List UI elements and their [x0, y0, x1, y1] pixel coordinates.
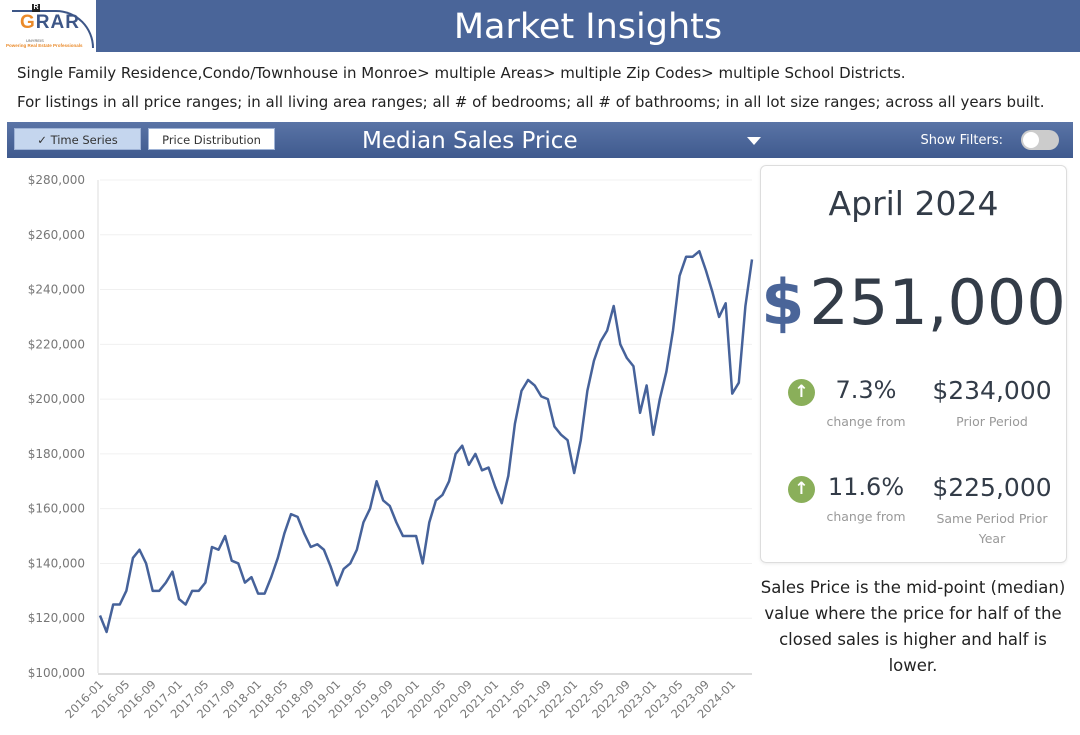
- prior-year-amount-label: Same Period Prior Year: [936, 511, 1048, 546]
- change-pct: 11.6%: [827, 473, 905, 501]
- prior-year-amount: $225,000: [932, 473, 1052, 502]
- prior-amount-label: Prior Period: [956, 414, 1028, 429]
- logo-sub: UNYREIS: [26, 38, 44, 43]
- price-distribution-button[interactable]: Price Distribution: [148, 128, 275, 150]
- measure-dropdown[interactable]: Median Sales Price: [362, 122, 767, 158]
- time-series-button[interactable]: ✓ Time Series: [14, 128, 141, 150]
- realtor-badge: R: [32, 4, 40, 12]
- y-tick-label: $240,000: [28, 283, 85, 297]
- arrow-up-icon: ↑: [788, 476, 815, 503]
- page-title: Market Insights: [96, 0, 1080, 52]
- summary-value: $ 251,000: [761, 266, 1066, 339]
- measure-selected: Median Sales Price: [362, 128, 578, 154]
- filter-summary-location: Single Family Residence,Condo/Townhouse …: [17, 64, 906, 82]
- y-tick-label: $280,000: [28, 173, 85, 187]
- arrow-up-icon: ↑: [788, 379, 815, 406]
- y-tick-label: $200,000: [28, 392, 85, 406]
- dollar-icon: $: [761, 266, 805, 339]
- show-filters-toggle[interactable]: [1021, 130, 1059, 150]
- y-tick-label: $260,000: [28, 228, 85, 242]
- toggle-knob: [1023, 132, 1039, 148]
- metric-description: Sales Price is the mid-point (median) va…: [760, 578, 1066, 675]
- y-tick-label: $220,000: [28, 337, 85, 351]
- y-tick-label: $180,000: [28, 447, 85, 461]
- prior-amount: $234,000: [932, 376, 1052, 405]
- summary-period: April 2024: [828, 184, 999, 223]
- change-label: change from: [826, 414, 906, 429]
- summary-card: April 2024 $ 251,000 ↑ 7.3% change from …: [760, 165, 1067, 563]
- filter-summary-criteria: For listings in all price ranges; in all…: [17, 93, 1045, 111]
- y-tick-label: $160,000: [28, 502, 85, 516]
- grar-logo: R GRAR UNYREIS Powering Real Estate Prof…: [2, 2, 95, 50]
- caret-down-icon: [747, 137, 761, 145]
- y-tick-label: $140,000: [28, 556, 85, 570]
- show-filters-label: Show Filters:: [920, 133, 1003, 148]
- logo-brand: GRAR: [20, 12, 80, 33]
- time-series-label: Time Series: [50, 133, 118, 147]
- median-price-line-chart: $100,000 $120,000 $140,000 $160,000 $180,000…: [28, 173, 754, 721]
- y-tick-label: $120,000: [28, 611, 85, 625]
- y-tick-label: $100,000: [28, 666, 85, 680]
- check-icon: ✓: [37, 133, 47, 147]
- toolbar: ✓ Time Series Price Distribution Median …: [7, 122, 1073, 158]
- logo-tagline: Powering Real Estate Professionals: [6, 43, 83, 48]
- change-pct: 7.3%: [835, 376, 897, 404]
- price-series-line: [98, 249, 754, 634]
- change-label: change from: [826, 509, 906, 524]
- summary-value-number: 251,000: [809, 266, 1066, 339]
